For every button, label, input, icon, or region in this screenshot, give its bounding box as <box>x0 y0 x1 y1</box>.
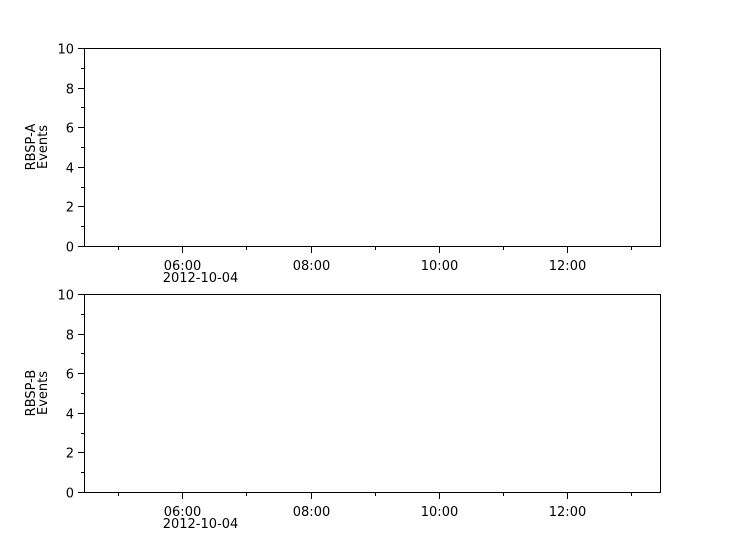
y-tick-label: 6 <box>66 122 74 137</box>
y-tick-label: 10 <box>57 43 74 58</box>
y-tick-label: 8 <box>66 83 74 98</box>
y-axis-label: Events <box>36 371 51 415</box>
x-tick-label: 12:00 <box>549 259 586 274</box>
y-tick-label: 4 <box>66 162 74 177</box>
plot-frame <box>84 48 661 247</box>
x-tick-label: 06:00 <box>164 505 201 520</box>
y-tick-label: 6 <box>66 368 74 383</box>
x-tick-label: 08:00 <box>293 505 330 520</box>
y-axis-label: RBSP-B <box>24 370 39 417</box>
y-axis-label: RBSP-A <box>24 123 39 170</box>
y-tick-label: 10 <box>57 289 74 304</box>
y-tick-label: 0 <box>66 241 74 256</box>
x-tick-label: 12:00 <box>549 505 586 520</box>
y-tick-label: 0 <box>66 487 74 502</box>
plot-frame <box>84 294 661 493</box>
y-tick-label: 8 <box>66 329 74 344</box>
y-tick-label: 2 <box>66 447 74 462</box>
x-tick-label: 10:00 <box>421 505 458 520</box>
x-tick-label: 10:00 <box>421 259 458 274</box>
y-axis-label: Events <box>36 125 51 169</box>
y-tick-label: 2 <box>66 201 74 216</box>
x-date-label: 2012-10-04 <box>163 271 239 286</box>
x-tick-label: 08:00 <box>293 259 330 274</box>
x-tick-label: 06:00 <box>164 259 201 274</box>
y-tick-label: 4 <box>66 408 74 423</box>
x-date-label: 2012-10-04 <box>163 517 239 532</box>
